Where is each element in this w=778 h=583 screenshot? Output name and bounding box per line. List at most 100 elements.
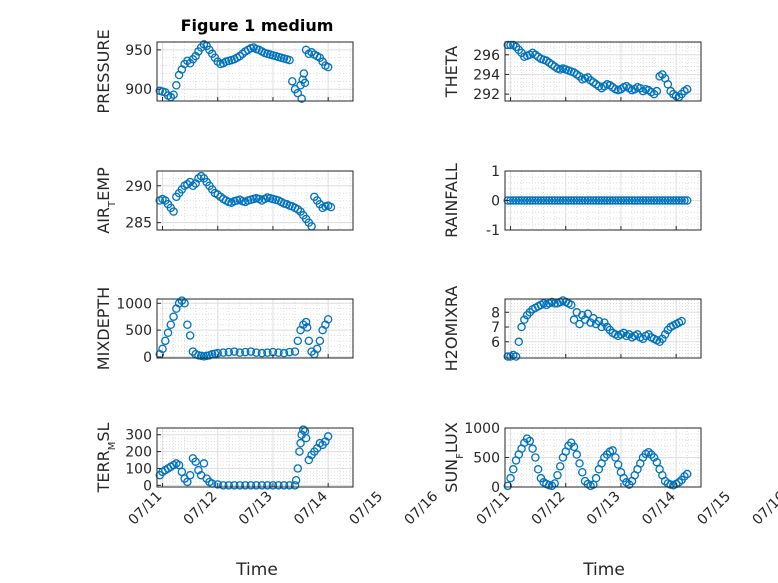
x-axis-label-left: Time bbox=[235, 560, 278, 580]
data-point bbox=[572, 196, 582, 205]
data-point bbox=[572, 450, 582, 459]
y-axis-label: TERRMSL bbox=[94, 423, 118, 494]
y-tick-label: 0 bbox=[143, 478, 152, 494]
data-point bbox=[586, 318, 595, 327]
data-point bbox=[230, 481, 239, 490]
y-tick-label: 294 bbox=[473, 67, 500, 83]
data-point bbox=[658, 196, 667, 205]
y-tick-label: 285 bbox=[125, 216, 152, 232]
y-tick-label: 1000 bbox=[116, 296, 152, 312]
data-point bbox=[578, 310, 587, 320]
subplot-6: 678 H2OMIXRA bbox=[442, 286, 702, 372]
data-point bbox=[301, 317, 311, 327]
data-point bbox=[293, 464, 303, 473]
data-point bbox=[299, 425, 308, 434]
data-point bbox=[224, 347, 234, 357]
data-point bbox=[682, 469, 692, 479]
data-point bbox=[509, 465, 518, 474]
data-point bbox=[163, 328, 173, 338]
data-point bbox=[290, 481, 300, 490]
data-point bbox=[649, 453, 659, 462]
data-point bbox=[528, 196, 537, 205]
y-tick-label: 900 bbox=[125, 82, 152, 98]
data-point bbox=[246, 481, 256, 490]
data-point bbox=[578, 467, 587, 477]
data-point bbox=[509, 196, 518, 205]
data-point bbox=[252, 348, 261, 357]
data-point bbox=[290, 347, 300, 356]
data-point bbox=[555, 462, 565, 471]
data-point bbox=[594, 196, 604, 205]
data-point bbox=[315, 336, 325, 346]
data-point bbox=[597, 322, 606, 332]
data-point bbox=[302, 323, 312, 332]
data-point bbox=[580, 196, 590, 205]
data-point bbox=[677, 196, 686, 205]
axes-box bbox=[504, 41, 702, 102]
data-point bbox=[663, 196, 673, 205]
data-point bbox=[602, 196, 612, 205]
y-axis-label: PRESSURE bbox=[94, 29, 113, 113]
data-point bbox=[547, 481, 557, 491]
data-point bbox=[285, 347, 294, 357]
data-point bbox=[293, 336, 303, 346]
data-point bbox=[553, 196, 562, 205]
data-point bbox=[293, 88, 303, 98]
data-point bbox=[658, 334, 667, 344]
data-point bbox=[158, 344, 167, 354]
data-point bbox=[589, 196, 598, 205]
data-point bbox=[191, 457, 200, 466]
data-point bbox=[517, 196, 526, 205]
data-point bbox=[569, 315, 579, 324]
data-point bbox=[185, 331, 195, 340]
data-point bbox=[655, 196, 664, 205]
data-point bbox=[669, 196, 678, 205]
y-axis-label: H2OMIXRA bbox=[442, 286, 461, 372]
data-point bbox=[569, 196, 579, 205]
y-tick-label: 200 bbox=[125, 445, 152, 461]
data-point bbox=[528, 444, 537, 453]
y-axis-label: AIRTEMP bbox=[94, 167, 118, 234]
data-point bbox=[183, 320, 192, 329]
data-point bbox=[522, 196, 532, 205]
data-point bbox=[166, 320, 176, 329]
subplot-4: -1 0 1 RAINFALL bbox=[442, 163, 702, 239]
data-point bbox=[575, 459, 584, 468]
data-point bbox=[230, 347, 239, 356]
y-tick-label: 296 bbox=[473, 48, 500, 64]
data-point bbox=[558, 196, 568, 205]
data-point bbox=[644, 447, 653, 457]
data-point bbox=[660, 330, 670, 339]
data-point bbox=[567, 300, 576, 310]
y-axis-label: RAINFALL bbox=[442, 163, 461, 238]
data-point bbox=[682, 84, 692, 94]
y-tick-label: 1 bbox=[491, 164, 500, 180]
data-point bbox=[633, 196, 642, 205]
data-point bbox=[180, 299, 189, 308]
data-point bbox=[172, 81, 181, 90]
data-point bbox=[591, 473, 601, 483]
data-point bbox=[608, 196, 617, 205]
data-point bbox=[514, 337, 524, 347]
data-point bbox=[550, 299, 559, 308]
x-axis-label-right: Time bbox=[582, 560, 625, 580]
data-point bbox=[503, 481, 513, 491]
data-point bbox=[583, 196, 593, 205]
data-point bbox=[323, 315, 333, 324]
data-point bbox=[575, 319, 584, 329]
data-point bbox=[564, 196, 573, 205]
data-point bbox=[506, 473, 515, 483]
data-point bbox=[161, 336, 170, 346]
data-point bbox=[533, 196, 543, 205]
y-tick-label: 950 bbox=[125, 43, 152, 59]
axes-box bbox=[156, 41, 354, 102]
data-point bbox=[647, 196, 656, 205]
data-point bbox=[591, 196, 601, 205]
data-point bbox=[600, 196, 609, 205]
data-point bbox=[219, 348, 228, 357]
data-point bbox=[263, 348, 272, 357]
data-point bbox=[235, 348, 245, 357]
data-point bbox=[613, 196, 623, 205]
data-point bbox=[307, 47, 316, 57]
data-point bbox=[511, 352, 521, 361]
